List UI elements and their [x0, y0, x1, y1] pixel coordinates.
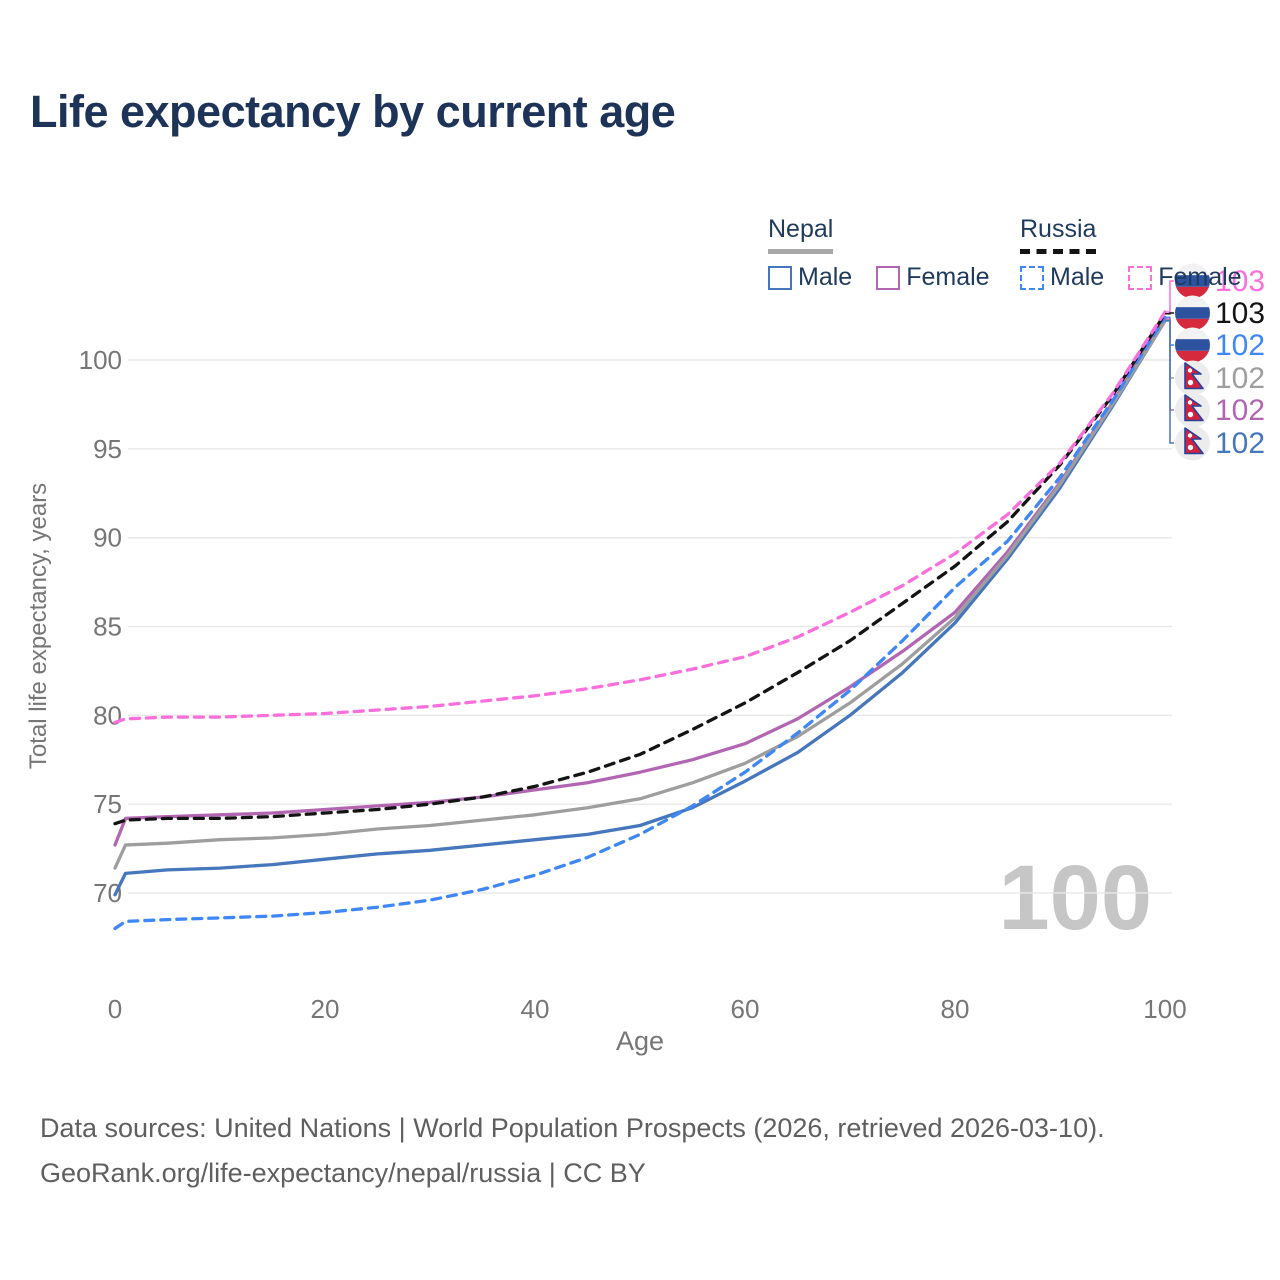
x-tick-40: 40: [521, 994, 550, 1024]
y-tick-85: 85: [93, 611, 122, 641]
chart-footer: Data sources: United Nations | World Pop…: [40, 1106, 1105, 1196]
legend-label-nepal-female: Female: [906, 263, 990, 291]
end-value-russia-male: 102: [1215, 329, 1265, 362]
legend-group-russia: Russia Male Female: [1020, 215, 1242, 292]
connector-russia-total: [1165, 312, 1174, 315]
series-line-russia-male: [113, 315, 1167, 931]
legend-group-nepal: Nepal Male Female: [768, 215, 990, 292]
y-tick-75: 75: [93, 789, 122, 819]
connector-russia-female: [1165, 280, 1174, 313]
russia-male-swatch: [1020, 265, 1044, 290]
end-value-nepal-female: 102: [1215, 394, 1265, 427]
legend-country-nepal[interactable]: Nepal: [768, 215, 834, 254]
x-tick-20: 20: [311, 994, 340, 1024]
page-title: Life expectancy by current age: [30, 86, 676, 137]
end-value-russia-female: 103: [1215, 265, 1265, 298]
legend-label-nepal-male: Male: [798, 263, 853, 291]
russia-flag-icon: [1175, 263, 1210, 299]
series-line-nepal-male: [113, 319, 1167, 897]
x-tick-0: 0: [108, 994, 122, 1024]
axes: 0 20 40 60 80 100 Age Total life expectancy, ye…: [25, 483, 1187, 1056]
end-value-russia-total: 103: [1215, 297, 1265, 330]
x-tick-60: 60: [731, 994, 760, 1024]
legend-item-nepal-female[interactable]: Female: [876, 263, 990, 292]
nepal-flag-icon: [1175, 392, 1210, 428]
x-axis-title: Age: [616, 1026, 664, 1056]
russia-female-swatch: [1128, 265, 1153, 290]
series-lines: [113, 310, 1167, 931]
y-axis-title: Total life expectancy, years: [25, 483, 52, 769]
nepal-flag-icon: [1175, 360, 1210, 396]
x-tick-80: 80: [941, 994, 970, 1024]
legend-label-russia-male: Male: [1050, 263, 1105, 291]
nepal-female-swatch: [876, 265, 901, 290]
legend-item-russia-female[interactable]: Female: [1128, 263, 1242, 292]
series-line-nepal-total: [113, 319, 1167, 870]
nepal-male-swatch: [768, 265, 792, 290]
nepal-flag-icon: [1175, 425, 1210, 461]
russia-flag-icon: [1175, 295, 1210, 331]
series-line-nepal-female: [113, 317, 1167, 847]
data-source-line: Data sources: United Nations | World Pop…: [40, 1113, 1105, 1143]
legend-items-nepal: Male Female: [768, 263, 990, 292]
end-value-nepal-male: 102: [1215, 427, 1265, 460]
x-tick-100: 100: [1143, 994, 1186, 1024]
y-tick-90: 90: [93, 523, 122, 553]
legend-items-russia: Male Female: [1020, 263, 1242, 292]
legend-label-russia-female: Female: [1158, 263, 1242, 291]
legend-country-russia[interactable]: Russia: [1020, 215, 1097, 254]
attribution-line: GeoRank.org/life-expectancy/nepal/russia…: [40, 1158, 646, 1188]
end-value-nepal-total: 102: [1215, 362, 1265, 395]
current-age-watermark: 100: [998, 847, 1153, 949]
legend-item-russia-male[interactable]: Male: [1020, 263, 1104, 292]
russia-flag-icon: [1175, 327, 1210, 363]
y-tick-80: 80: [93, 700, 122, 730]
connector-nepal-male: [1165, 320, 1174, 444]
chart-legend: Nepal Male Female Russia Male: [0, 215, 1280, 295]
series-line-russia-female: [113, 310, 1167, 725]
series-line-russia-total: [113, 312, 1167, 826]
y-tick-95: 95: [93, 434, 122, 464]
y-tick-100: 100: [79, 345, 122, 375]
legend-item-nepal-male[interactable]: Male: [768, 263, 852, 292]
